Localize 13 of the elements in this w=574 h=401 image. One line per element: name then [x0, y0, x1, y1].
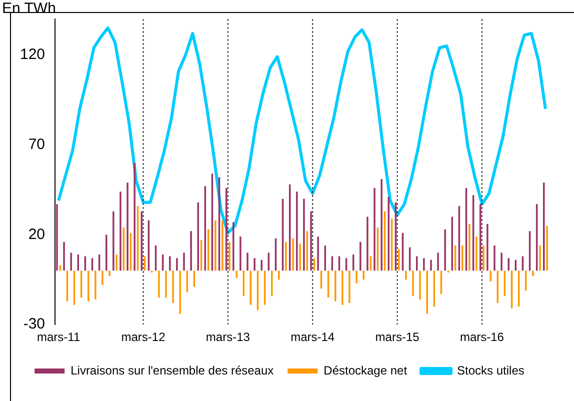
y-tick-label: 20	[28, 226, 46, 243]
x-tick-label: mars-15	[375, 330, 420, 344]
legend-label: Stocks utiles	[457, 363, 524, 378]
x-tick-label: mars-12	[121, 330, 166, 344]
y-tick-label: -30	[23, 316, 46, 333]
y-tick-label: 120	[20, 46, 46, 64]
legend-label: Déstockage net	[324, 363, 408, 378]
y-tick-label: 70	[28, 136, 46, 153]
x-tick-label: mars-11	[36, 330, 80, 344]
x-tick-label: mars-16	[460, 330, 504, 344]
legend-label: Livraisons sur l'ensemble des réseaux	[70, 363, 274, 378]
x-tick-label: mars-14	[290, 330, 335, 344]
x-tick-label: mars-13	[206, 330, 250, 344]
